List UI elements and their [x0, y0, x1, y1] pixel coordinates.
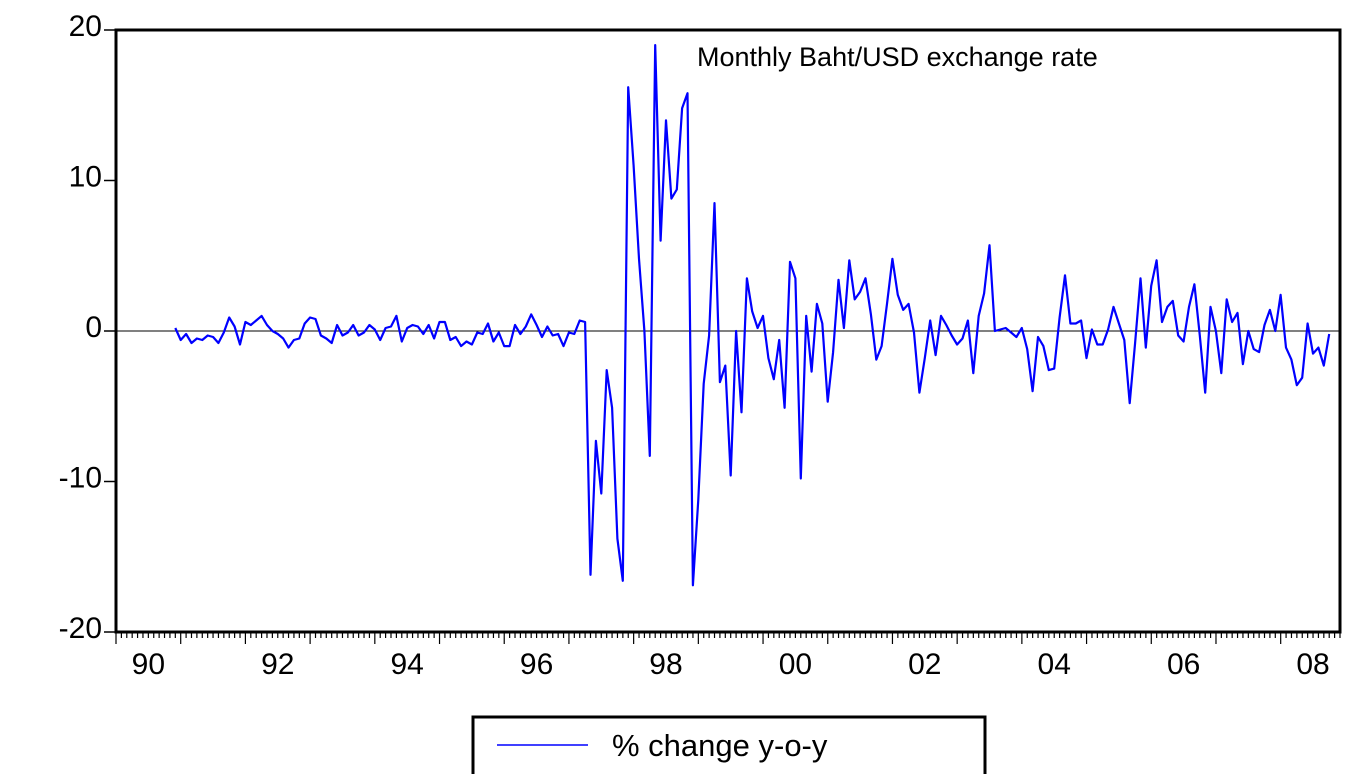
legend-label: % change y-o-y: [612, 728, 828, 763]
y-tick-label: 0: [85, 311, 102, 344]
x-tick-label: 08: [1296, 648, 1329, 681]
y-tick-label: -20: [59, 612, 102, 645]
y-tick-label: 20: [69, 10, 102, 43]
y-axis: -20 -10 0 10 20: [59, 10, 116, 645]
x-axis: 90 92 94 96 98 00 02 04 06 08: [115, 632, 1341, 681]
x-tick-label: 90: [132, 648, 165, 681]
legend: % change y-o-y: [471, 715, 987, 774]
x-tick-label: 98: [649, 648, 682, 681]
x-tick-label: 02: [908, 648, 941, 681]
x-tick-label: 06: [1167, 648, 1200, 681]
x-tick-label: 04: [1038, 648, 1071, 681]
x-tick-label: 96: [520, 648, 553, 681]
x-tick-label: 00: [779, 648, 812, 681]
x-tick-label: 94: [390, 648, 423, 681]
y-tick-label: 10: [69, 161, 102, 194]
y-tick-label: -10: [59, 462, 102, 495]
x-tick-label: 92: [261, 648, 294, 681]
chart-title: Monthly Baht/USD exchange rate: [697, 42, 1098, 72]
series-line: [174, 43, 1331, 587]
series-group: [174, 43, 1331, 587]
